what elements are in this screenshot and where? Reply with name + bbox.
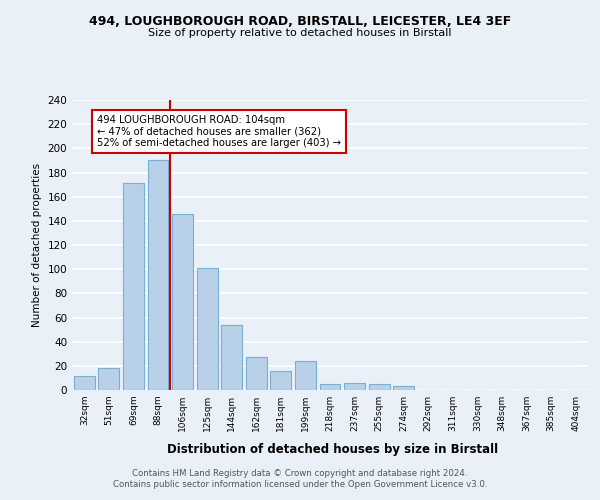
Bar	[221, 325, 242, 390]
Text: Size of property relative to detached houses in Birstall: Size of property relative to detached ho…	[148, 28, 452, 38]
Text: 494 LOUGHBOROUGH ROAD: 104sqm
← 47% of detached houses are smaller (362)
52% of : 494 LOUGHBOROUGH ROAD: 104sqm ← 47% of d…	[97, 114, 341, 148]
Text: 494, LOUGHBOROUGH ROAD, BIRSTALL, LEICESTER, LE4 3EF: 494, LOUGHBOROUGH ROAD, BIRSTALL, LEICES…	[89, 15, 511, 28]
Bar	[148, 160, 169, 390]
Bar	[320, 384, 340, 390]
Bar	[393, 386, 414, 390]
Bar	[172, 214, 193, 390]
Text: Distribution of detached houses by size in Birstall: Distribution of detached houses by size …	[167, 442, 499, 456]
Bar	[246, 358, 267, 390]
Bar	[295, 361, 316, 390]
Y-axis label: Number of detached properties: Number of detached properties	[32, 163, 42, 327]
Bar	[368, 384, 389, 390]
Bar	[271, 370, 292, 390]
Bar	[123, 184, 144, 390]
Bar	[98, 368, 119, 390]
Bar	[74, 376, 95, 390]
Bar	[344, 383, 365, 390]
Bar	[197, 268, 218, 390]
Text: Contains HM Land Registry data © Crown copyright and database right 2024.: Contains HM Land Registry data © Crown c…	[132, 468, 468, 477]
Text: Contains public sector information licensed under the Open Government Licence v3: Contains public sector information licen…	[113, 480, 487, 489]
